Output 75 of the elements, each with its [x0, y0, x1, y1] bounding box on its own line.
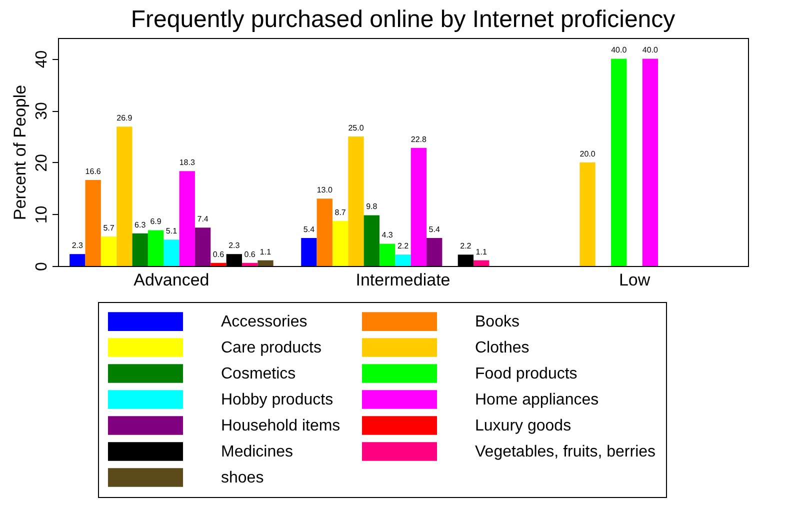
data-label: 6.3 — [134, 220, 146, 230]
y-axis-title: Percent of People — [10, 84, 30, 220]
y-tick-label: 40 — [34, 50, 50, 68]
bar — [332, 220, 348, 266]
x-tick-label: Low — [618, 270, 651, 290]
bar — [348, 136, 364, 266]
bar — [395, 254, 411, 266]
data-label: 40.0 — [611, 46, 628, 55]
legend-label: Books — [475, 314, 520, 331]
data-label: 0.6 — [212, 250, 225, 259]
legend-label: Food products — [475, 366, 578, 382]
legend-label: Clothes — [475, 340, 530, 356]
y-tick-label: 30 — [34, 102, 50, 120]
bar — [580, 162, 596, 266]
bar — [642, 58, 658, 266]
bar — [474, 260, 490, 266]
data-label: 40.0 — [642, 46, 659, 55]
legend-label: shoes — [221, 470, 264, 486]
chart-title: Frequently purchased online by Internet proficiency — [130, 6, 676, 33]
legend-label: Care products — [221, 340, 322, 356]
bar — [164, 240, 180, 266]
y-tick-label: 10 — [34, 206, 50, 224]
legend-label: Vegetables, fruits, berries — [475, 444, 656, 460]
bar — [70, 254, 86, 266]
data-label: 2.3 — [228, 241, 240, 250]
x-tick-label: Intermediate — [356, 270, 450, 290]
bar — [179, 171, 195, 266]
data-label: 4.3 — [382, 230, 394, 240]
bar — [611, 58, 627, 266]
bar — [316, 198, 332, 266]
bar — [100, 236, 117, 266]
data-label: 1.1 — [476, 247, 488, 256]
bar — [410, 148, 427, 266]
y-tick-label: 20 — [34, 154, 50, 172]
bar — [85, 180, 101, 266]
bar — [258, 260, 274, 266]
x-tick-label: Advanced — [134, 270, 210, 290]
data-label: 20.0 — [580, 149, 596, 158]
legend-label: Home appliances — [475, 392, 599, 408]
data-label: 16.6 — [85, 166, 102, 176]
data-label: 9.8 — [366, 202, 378, 212]
data-label: 6.9 — [150, 217, 162, 226]
bar — [301, 238, 317, 266]
legend-label: Accessories — [221, 314, 308, 331]
legend-label: Luxury goods — [475, 418, 572, 434]
data-label: 8.7 — [334, 208, 346, 217]
bar — [379, 244, 396, 266]
legend-label: Hobby products — [221, 392, 334, 408]
data-label: 2.3 — [72, 241, 84, 250]
data-label: 5.4 — [428, 225, 440, 234]
data-label: 22.8 — [410, 134, 428, 144]
bar — [116, 126, 132, 266]
data-label: 13.0 — [316, 186, 333, 195]
bar — [132, 233, 148, 266]
bar — [194, 228, 211, 266]
bar — [364, 215, 380, 266]
bar — [242, 262, 258, 266]
data-label: 0.6 — [244, 250, 256, 259]
legend-label: Household items — [221, 418, 340, 434]
data-label: 2.2 — [460, 242, 472, 251]
data-label: 18.3 — [179, 158, 196, 168]
bar — [210, 262, 226, 266]
bar — [148, 230, 164, 266]
data-label: 26.9 — [116, 114, 133, 123]
legend-label: Cosmetics — [221, 366, 296, 382]
data-label: 5.1 — [166, 226, 178, 236]
data-label: 7.4 — [197, 214, 209, 224]
bar — [426, 238, 442, 266]
data-label: 5.7 — [103, 223, 115, 232]
data-label: 1.1 — [260, 247, 272, 256]
y-tick-label: 0 — [34, 262, 50, 271]
data-label: 25.0 — [348, 123, 364, 132]
legend-label: Medicines — [221, 444, 294, 460]
data-label: 2.2 — [397, 242, 410, 251]
data-label: 5.4 — [303, 225, 316, 234]
